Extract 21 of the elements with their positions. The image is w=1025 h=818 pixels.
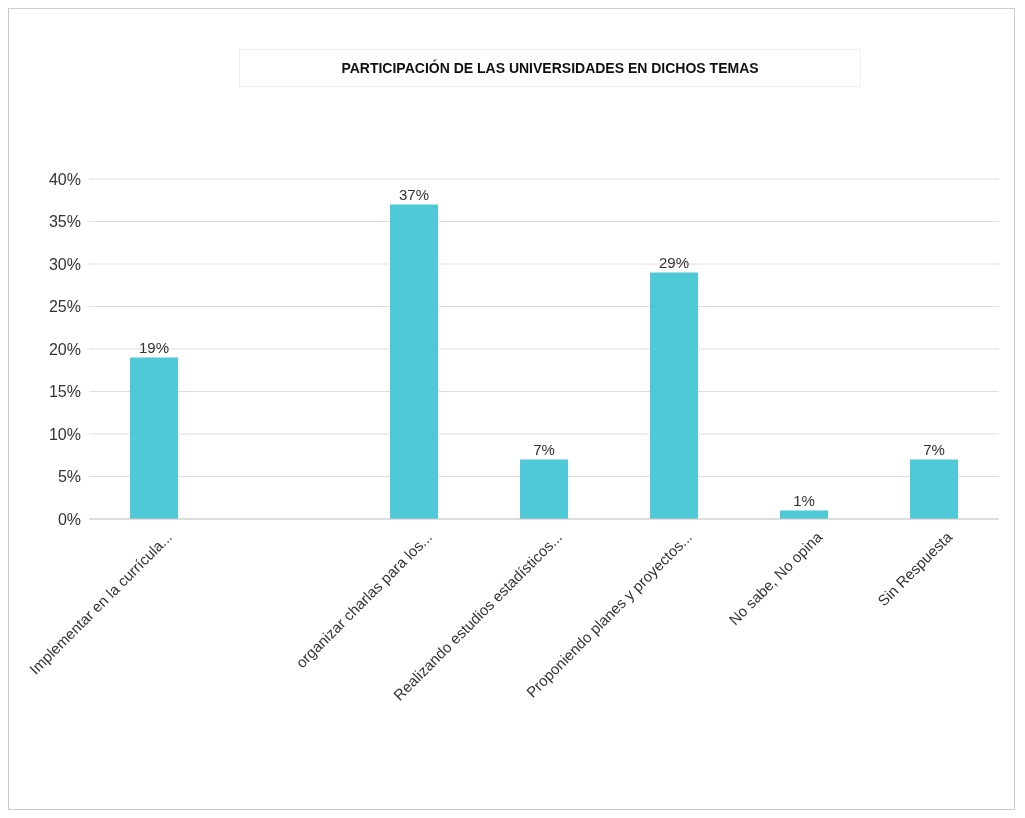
bar — [910, 459, 958, 519]
data-label: 7% — [923, 440, 945, 458]
bar — [520, 459, 568, 519]
y-tick-label: 40% — [48, 170, 81, 188]
data-label: 29% — [658, 253, 690, 271]
bar — [650, 272, 698, 519]
data-label: 7% — [533, 440, 555, 458]
data-label: 1% — [793, 491, 815, 509]
y-tick-label: 25% — [48, 298, 81, 316]
data-label: 19% — [138, 338, 170, 356]
chart-title: PARTICIPACIÓN DE LAS UNIVERSIDADES EN DICHOS TEMAS — [340, 60, 760, 76]
bar — [130, 357, 178, 519]
y-tick-label: 20% — [48, 340, 81, 358]
y-tick-label: 35% — [48, 213, 81, 231]
data-label: 37% — [398, 185, 430, 203]
bar — [390, 204, 438, 519]
y-tick-label: 5% — [57, 468, 81, 486]
y-tick-label: 0% — [57, 510, 81, 528]
y-tick-label: 10% — [48, 425, 81, 443]
y-tick-label: 15% — [48, 383, 81, 401]
y-tick-label: 30% — [48, 255, 81, 273]
